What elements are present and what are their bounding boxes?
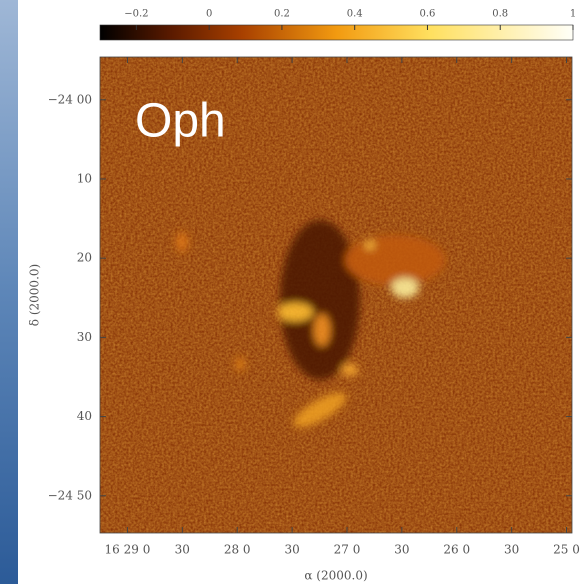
- x-tick-label: 30: [175, 543, 190, 557]
- y-tick-label: 10: [77, 171, 92, 185]
- x-tick-label: 26 0: [443, 543, 470, 557]
- colorbar: [100, 25, 573, 40]
- x-axis-label: α (2000.0): [304, 569, 367, 583]
- x-tick-label: 28 0: [224, 543, 251, 557]
- x-tick-label: 27 0: [334, 543, 361, 557]
- x-tick-label: 30: [284, 543, 299, 557]
- y-tick-label: −24 50: [48, 488, 92, 502]
- y-tick-label: −24 00: [48, 92, 92, 106]
- x-tick-label: 30: [504, 543, 519, 557]
- colorbar-tick-label: 0: [206, 9, 212, 20]
- y-axis-label: δ (2000.0): [28, 264, 42, 326]
- colorbar-tick-label: 0.2: [274, 9, 290, 20]
- colorbar-tick-label: 0.6: [420, 9, 436, 20]
- map-label: Oph: [135, 95, 226, 148]
- x-tick-label: 16 29 0: [105, 543, 151, 557]
- y-tick-label: 20: [77, 251, 92, 265]
- y-tick-label: 40: [77, 409, 92, 423]
- colorbar-tick-label: 0.4: [347, 9, 363, 20]
- x-tick-label: 30: [394, 543, 409, 557]
- colorbar-tick-label: −0.2: [124, 9, 148, 20]
- y-tick-label: 30: [77, 330, 92, 344]
- x-tick-label: 25 0: [553, 543, 580, 557]
- slide: Oph α (2000.0) δ (2000.0) 16 29 0 30 28 0 3…: [0, 0, 581, 584]
- colorbar-tick-label: 1: [570, 9, 576, 20]
- colorbar-tick-label: 0.8: [492, 9, 508, 20]
